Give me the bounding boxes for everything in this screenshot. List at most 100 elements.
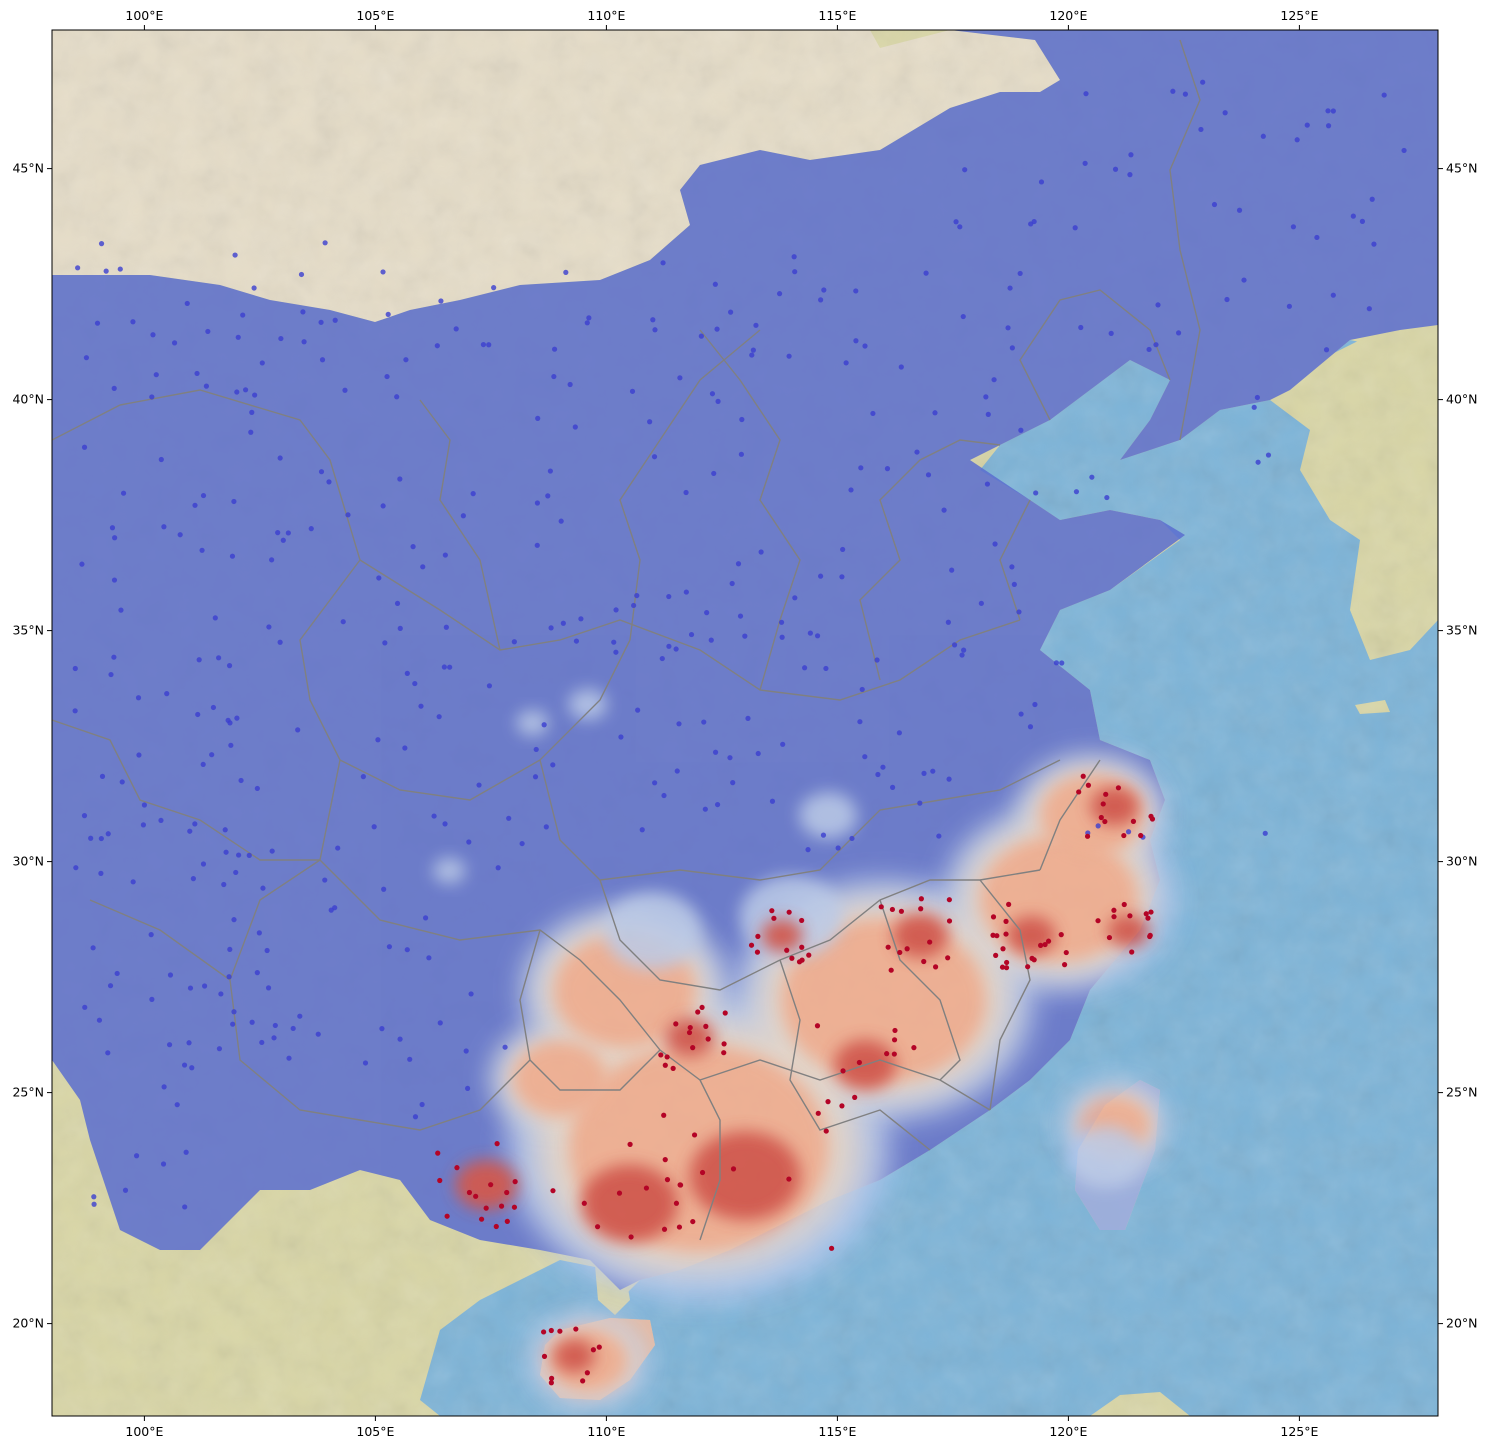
station-dot [380,269,386,275]
station-dot-high [1003,965,1010,971]
station-dot-high [1103,791,1109,797]
station-dot [1314,234,1320,241]
lat-tick-label-left: 25°N [12,1085,44,1100]
station-dot [470,491,476,497]
station-dot [791,254,797,260]
lat-tick-label-left: 20°N [12,1316,44,1331]
station-dot [1265,452,1272,458]
station-dot [629,388,636,394]
station-dot [318,319,324,325]
station-dot [81,444,88,450]
station-dot [1018,711,1024,717]
station-dot-high [691,1132,698,1138]
station-dot [404,947,410,953]
station-dot [1007,285,1013,291]
station-dot [447,664,453,670]
station-dot [251,285,257,291]
station-dot [985,411,991,417]
station-dot-high [806,952,812,958]
lon-tick-label-bottom: 105°E [356,1424,394,1439]
station-dot [174,1102,180,1108]
station-dot-high [1138,832,1144,839]
station-dot [342,387,348,393]
station-dot [1017,270,1023,277]
station-dot [1082,160,1088,166]
axis-ticks: 100°E 100°E 105°E 105°E 110°E 110°E 115°E 115°E… [12,8,1477,1439]
station-dot [548,625,554,631]
station-dot-high [699,1004,705,1011]
station-dot [161,1084,167,1090]
hot-zone [1107,914,1150,948]
station-dot [805,847,811,853]
station-dot [434,343,440,349]
station-dot [105,831,111,837]
station-dot [712,749,719,755]
station-dot [332,317,338,323]
station-dot [133,1153,140,1159]
station-dot-high [557,1328,563,1334]
station-dot [465,1085,471,1092]
station-dot [167,972,174,978]
station-dot [1325,108,1331,114]
station-dot [578,616,584,622]
station-dot [149,394,155,400]
station-dot-high [990,932,996,938]
lat-tick-label-right: 20°N [1446,1316,1478,1331]
station-dot-high [580,1378,586,1384]
station-dot [688,631,695,638]
station-dot-high [815,1110,821,1116]
station-dot [839,574,845,580]
lat-tick-label-left: 40°N [12,392,44,407]
station-dot [230,1021,236,1027]
station-dot [1032,701,1038,708]
station-dot-high [946,918,953,924]
station-dot [410,544,416,550]
station-dot [635,707,641,713]
station-dot-high [504,1189,510,1196]
station-dot-high [494,1141,500,1147]
station-dot-high [541,1329,547,1335]
station-dot [73,865,79,871]
station-dot [792,595,798,601]
station-dot-high [892,1027,898,1034]
station-dot [558,518,564,524]
station-dot [272,1022,278,1029]
station-dot [404,670,410,677]
station-dot [779,634,785,640]
station-dot-high [687,1024,693,1031]
station-dot [880,764,886,770]
station-dot-high [814,1023,821,1029]
lon-tick-label-top: 110°E [587,8,625,23]
station-dot [1211,201,1218,208]
station-dot [550,762,556,768]
station-dot [161,524,167,530]
station-dot [412,680,418,687]
station-dot-high [771,915,777,921]
station-dot [326,479,332,485]
station-dot [857,719,863,725]
station-dot-high [1148,909,1154,915]
station-dot [228,742,234,748]
station-dot [959,652,965,658]
station-dot-high [695,1009,701,1015]
station-dot [711,470,717,477]
station-dot [232,252,238,258]
station-dot [676,721,682,727]
station-dot [984,481,991,487]
station-dot-high [769,908,775,914]
station-dot [618,734,624,740]
station-dot [118,607,124,613]
station-dot-high [705,1036,711,1042]
station-dot-high [1063,949,1069,956]
station-dot [659,655,665,662]
station-dot [362,1060,369,1066]
station-dot [181,1062,188,1068]
station-dot [221,881,227,888]
station-dot [930,768,936,774]
lon-tick-label-bottom: 115°E [818,1424,856,1439]
hot-zone [761,918,803,953]
station-dot [858,465,864,471]
station-dot-high [473,1193,479,1199]
station-dot [111,654,117,660]
station-dot-high [921,958,927,965]
